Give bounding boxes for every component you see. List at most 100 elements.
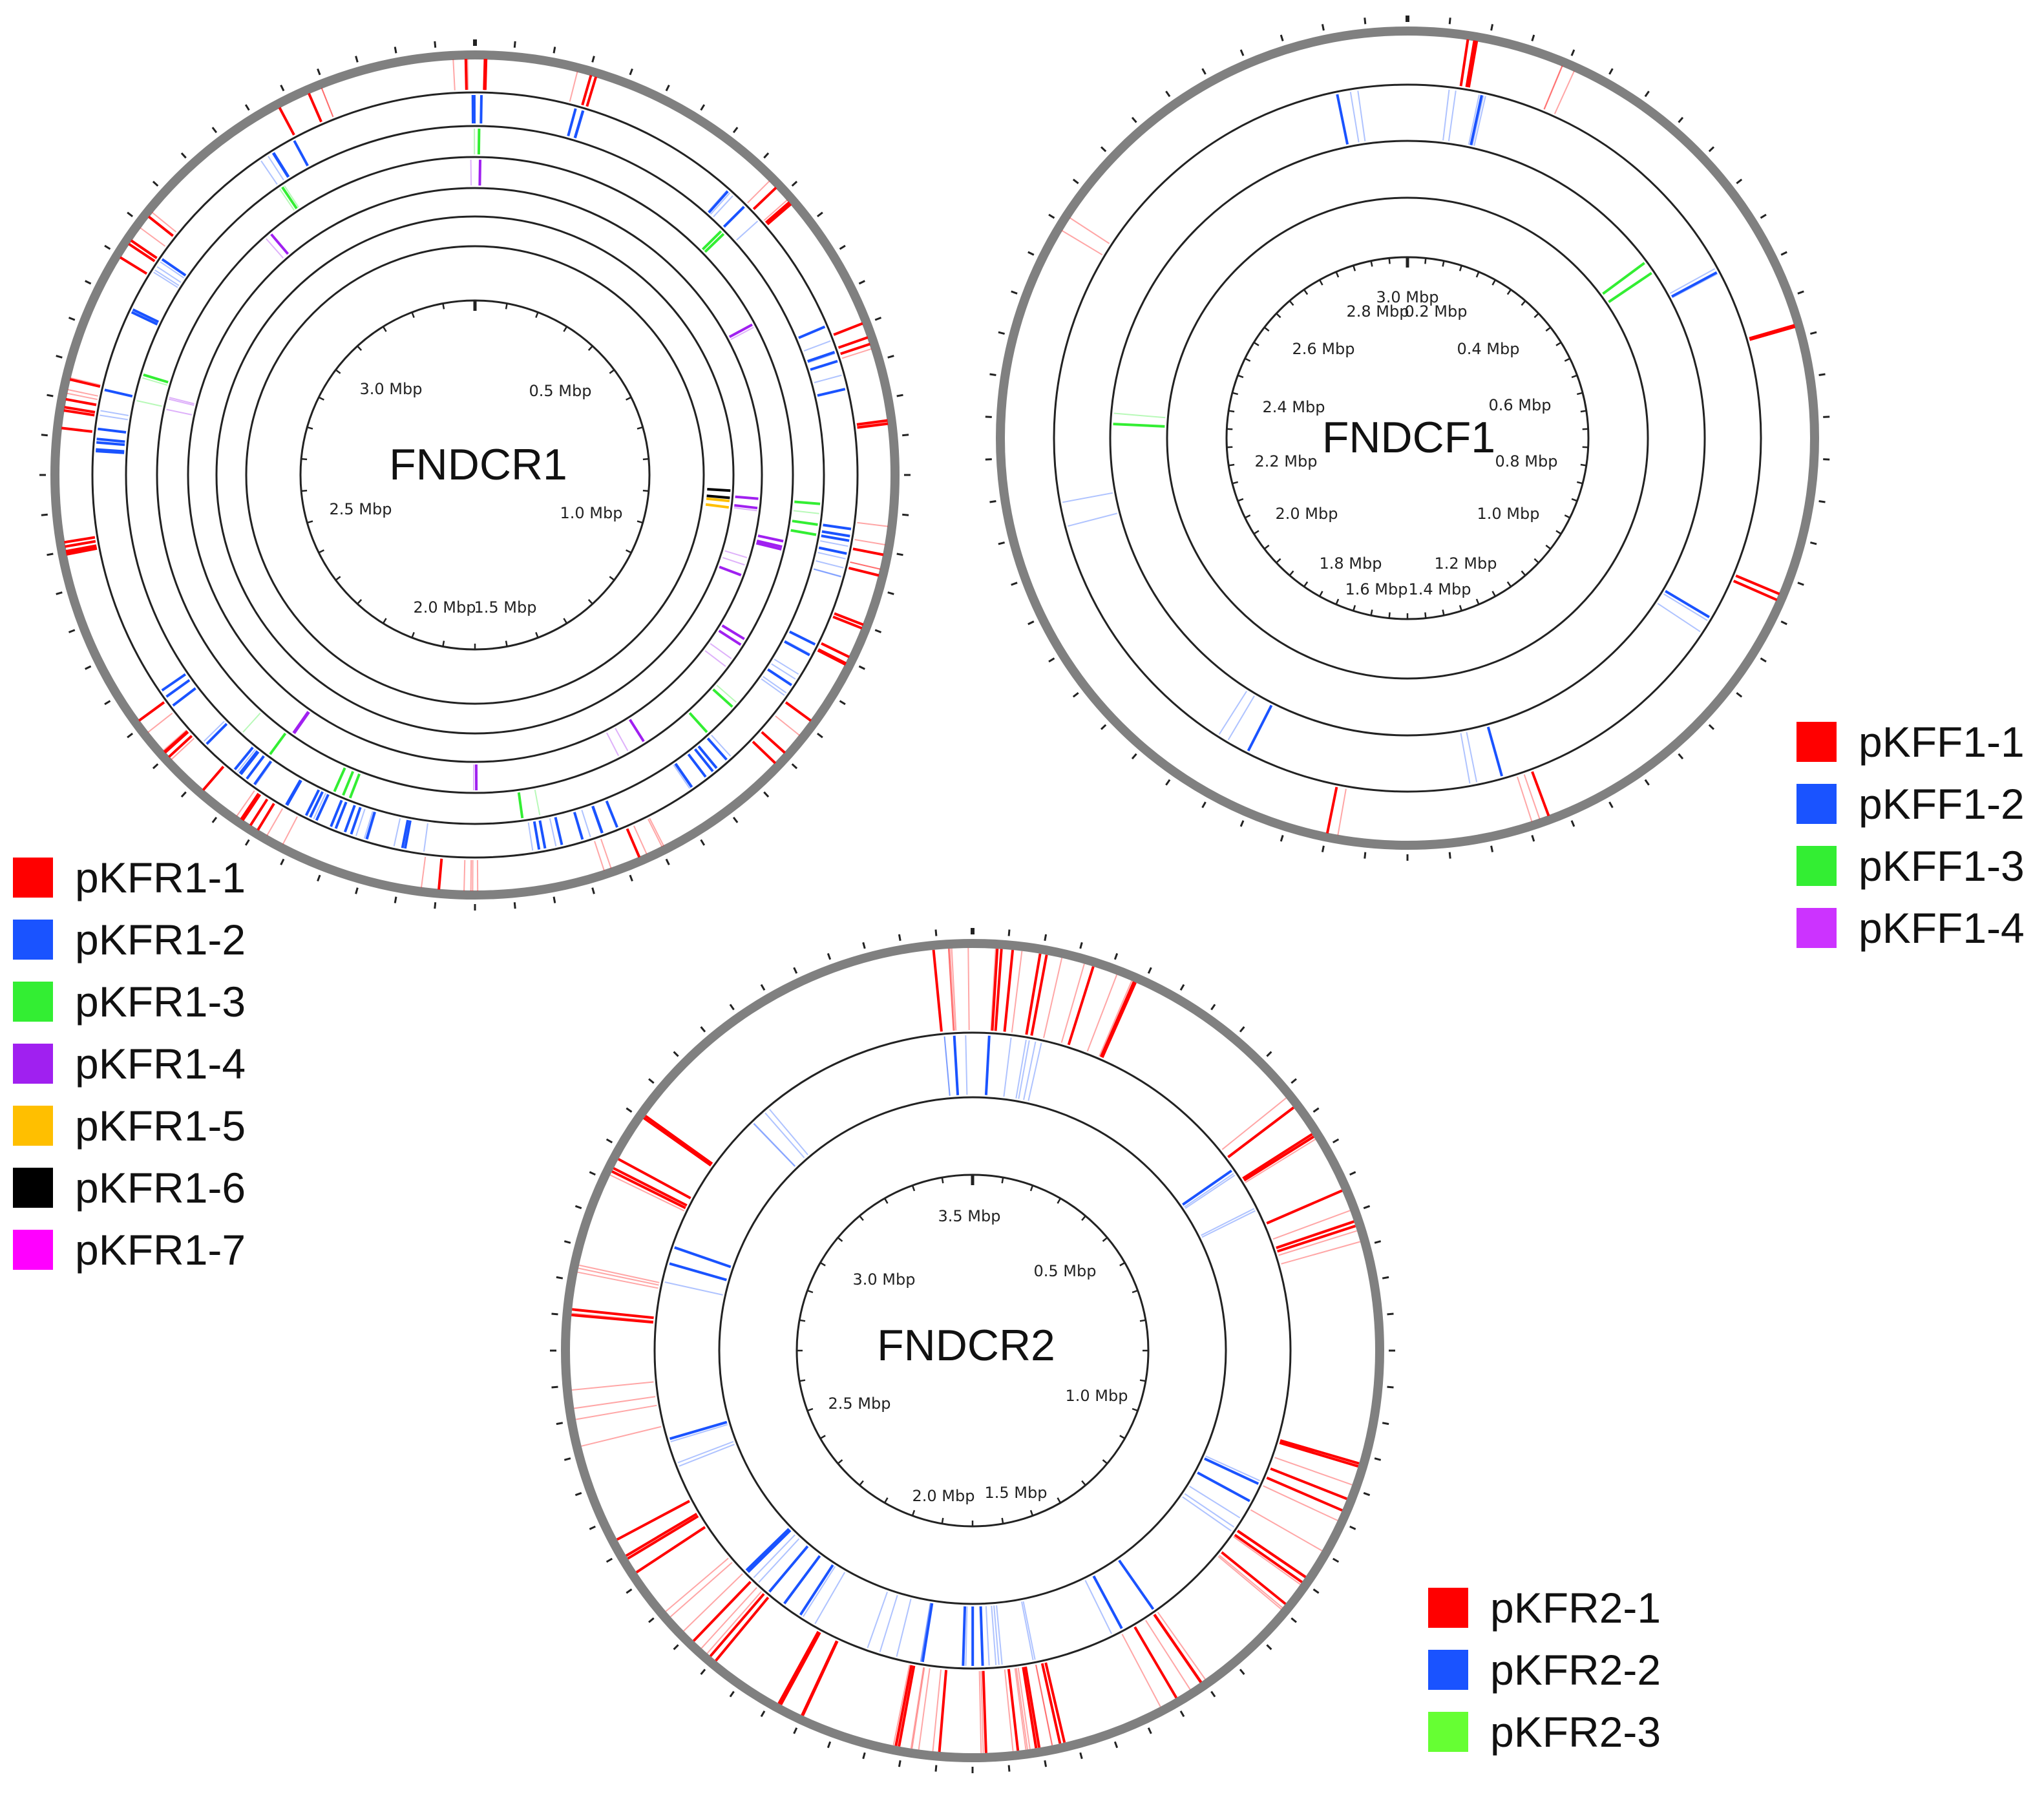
- fndcr2-feature: [1205, 1455, 1260, 1482]
- fndcf1-feature: [1608, 271, 1652, 303]
- fndcr2-feature: [978, 1670, 982, 1753]
- fndcf1-outer-tick: [1321, 24, 1325, 31]
- fndcr1-feature: [421, 856, 427, 888]
- fndcf1-feature: [1669, 268, 1716, 294]
- fndcr2-feature: [1233, 1536, 1301, 1585]
- fndcr2-feature: [745, 1528, 790, 1572]
- fndcr1-outer-tick: [791, 763, 798, 770]
- fndcr2-outer-tick: [1079, 942, 1083, 949]
- fndcr2-feature: [674, 1247, 731, 1269]
- fndcr1-feature: [756, 540, 783, 549]
- fndcf1-scale-tick: [1388, 612, 1391, 618]
- fndcr2-feature: [571, 1313, 654, 1324]
- fndcf1-scale-tick: [1237, 498, 1244, 502]
- fndcf1-feature: [1543, 65, 1563, 110]
- fndcr2-outer-tick: [1349, 1171, 1356, 1176]
- fndcr2-scale-tick: [1057, 1197, 1062, 1204]
- fndcr1-feature: [153, 271, 178, 288]
- fndcr1-feature: [238, 750, 258, 775]
- fndcf1-tick-label: 1.0 Mbp: [1477, 505, 1540, 523]
- fndcr2-feature: [1027, 1042, 1042, 1101]
- fndcr1-scale-tick: [505, 303, 508, 310]
- fndcr1-feature: [138, 701, 165, 721]
- fndcr1-feature: [706, 494, 730, 500]
- fndcr2-outer-tick: [589, 1525, 596, 1530]
- fndcr1-outer-tick: [513, 902, 516, 909]
- fndcr1-feature: [96, 441, 125, 447]
- fndcf1-scale-tick: [1335, 598, 1340, 605]
- fndcr1-feature: [615, 728, 629, 752]
- fndcf1-scale-tick: [1576, 392, 1583, 395]
- fndcr1-scale-tick: [335, 369, 341, 374]
- fndcf1-scale-tick: [1227, 446, 1233, 448]
- fndcr1-feature: [241, 794, 261, 821]
- legend-label: pKFF1-4: [1859, 904, 2025, 952]
- fndcr2-feature: [768, 1545, 809, 1593]
- map-fndcr1: 0.5 Mbp 1.0 Mbp 1.5 Mbp 2.0 Mbp 2.5 Mbp …: [39, 39, 911, 911]
- fndcr1-outer-tick: [211, 816, 218, 823]
- fndcr2-outer-tick: [574, 1491, 582, 1497]
- fndcr2-feature: [892, 1665, 911, 1745]
- fndcr1-feature: [161, 258, 187, 277]
- fndcr1-feature: [704, 233, 725, 253]
- fndcr1-feature: [711, 734, 732, 757]
- fndcf1-feature: [1657, 602, 1701, 633]
- fndcr2-feature: [1279, 1441, 1359, 1468]
- fndcf1-scale-tick: [1388, 258, 1391, 264]
- fndcf1-tick-label: 0.6 Mbp: [1489, 396, 1552, 414]
- fndcr2-feature: [1250, 1509, 1323, 1552]
- fndcr1-feature: [342, 770, 355, 796]
- fndcr1-feature: [755, 542, 782, 551]
- fndcr2-outer-tick: [793, 967, 798, 974]
- fndcr1-feature: [706, 497, 730, 503]
- fndcf1-feature: [1672, 273, 1718, 299]
- fndcr1-outer-tick: [732, 816, 739, 823]
- fndcr2-scale-tick: [1119, 1261, 1126, 1267]
- fndcf1-scale-tick: [1353, 265, 1356, 271]
- fndcf1-scale-tick: [1564, 357, 1570, 362]
- fndcr1-feature: [470, 159, 472, 186]
- fndcf1-feature: [1531, 771, 1550, 817]
- fndcf1-outer-tick: [1131, 753, 1137, 760]
- fndcr2-scale-tick: [837, 1237, 843, 1242]
- fndcf1-feature: [1465, 40, 1476, 88]
- fndcr2-scale-tick: [1057, 1497, 1062, 1504]
- fndcr1-feature: [594, 841, 605, 871]
- fndcr1-feature: [736, 220, 759, 241]
- fndcr1-feature: [363, 811, 374, 839]
- fndcf1-scale-tick: [1303, 289, 1309, 295]
- fndcr1-feature: [350, 806, 362, 835]
- fndcr1-outer-tick: [355, 887, 359, 894]
- fndcr1-feature: [821, 642, 850, 658]
- fndcr2-feature: [1007, 1669, 1020, 1751]
- fndcr1-feature: [569, 71, 578, 102]
- fndcr1-feature: [730, 326, 754, 341]
- fndcf1-scale-tick: [1533, 558, 1539, 563]
- fndcr2-feature: [1084, 1580, 1112, 1634]
- fndcr1-feature: [793, 510, 819, 514]
- fndcr1-scale-tick: [563, 618, 568, 624]
- fndcr2-feature: [910, 1667, 925, 1749]
- fndcr1-outer-tick: [152, 763, 159, 770]
- legend-item: pKFR1-2: [13, 909, 246, 971]
- fndcf1-tick-label: 2.0 Mbp: [1276, 505, 1338, 523]
- fndcr1-feature: [308, 92, 322, 123]
- fndcr1-scale-tick: [587, 345, 593, 351]
- fndcr2-feature: [613, 1167, 688, 1207]
- fndcr1-feature: [147, 215, 174, 237]
- fndcr2-outer-tick: [564, 1240, 571, 1244]
- fndcf1-feature: [1442, 89, 1450, 141]
- fndcf1-outer-tick: [1165, 779, 1171, 786]
- fndcr1-feature: [821, 534, 850, 542]
- fndcf1-feature: [1069, 217, 1110, 244]
- fndcf1-scale-tick: [1232, 392, 1239, 395]
- fndcr2-outer-tick: [827, 953, 832, 960]
- fndcf1-outer-tick: [1736, 692, 1743, 698]
- fndcr2-outer-tick: [1239, 1669, 1245, 1675]
- fndcr1-scale-tick: [609, 576, 615, 581]
- fndcr1-feature: [169, 397, 195, 405]
- legend-item: pKFF1-1: [1796, 711, 2025, 773]
- fndcr2-outer-tick: [827, 1741, 832, 1749]
- fndcr1-feature: [704, 650, 726, 667]
- fndcr2-outer-tick: [589, 1171, 596, 1176]
